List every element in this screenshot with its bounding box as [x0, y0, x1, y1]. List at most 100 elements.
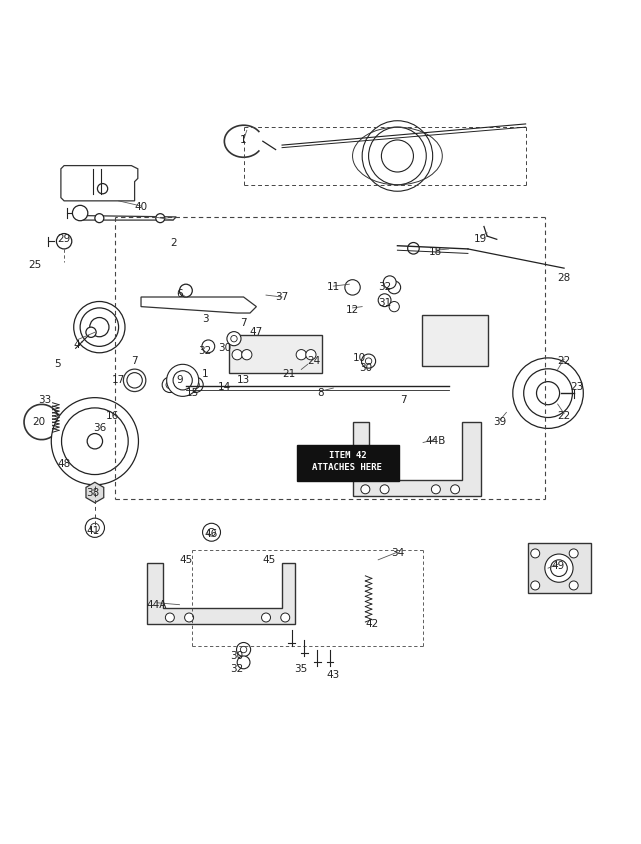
Text: 7: 7: [401, 394, 407, 404]
Circle shape: [166, 381, 174, 389]
Circle shape: [232, 349, 242, 360]
FancyBboxPatch shape: [229, 335, 322, 373]
Text: 10: 10: [353, 353, 365, 363]
Text: 44A: 44A: [147, 600, 167, 609]
Text: 8: 8: [317, 388, 324, 398]
Circle shape: [362, 121, 433, 192]
FancyBboxPatch shape: [297, 445, 399, 481]
Text: 22: 22: [558, 356, 570, 366]
Polygon shape: [147, 563, 295, 624]
Text: 1: 1: [240, 135, 247, 145]
Circle shape: [173, 371, 192, 390]
Text: 29: 29: [58, 235, 71, 244]
Text: 18: 18: [429, 247, 442, 257]
Circle shape: [545, 554, 573, 582]
Circle shape: [74, 301, 125, 353]
Text: 32: 32: [231, 663, 244, 674]
Text: ITEM 42
ATTACHES HERE: ITEM 42 ATTACHES HERE: [312, 452, 383, 472]
Text: 47: 47: [250, 327, 263, 338]
Circle shape: [362, 354, 376, 368]
Circle shape: [156, 214, 165, 223]
Circle shape: [179, 381, 187, 389]
Circle shape: [345, 279, 360, 295]
Circle shape: [262, 613, 271, 622]
Circle shape: [90, 523, 99, 533]
Text: 32: 32: [199, 347, 212, 356]
Circle shape: [90, 317, 109, 337]
Circle shape: [380, 484, 389, 494]
Text: 33: 33: [38, 394, 51, 404]
Circle shape: [72, 205, 88, 221]
Text: 30: 30: [231, 651, 244, 661]
Circle shape: [85, 518, 104, 538]
Text: 7: 7: [240, 317, 247, 327]
Circle shape: [306, 349, 316, 360]
Text: 44B: 44B: [426, 436, 446, 446]
Text: 13: 13: [237, 376, 250, 386]
Circle shape: [569, 581, 578, 590]
Text: 3: 3: [202, 315, 208, 324]
FancyBboxPatch shape: [528, 543, 591, 593]
Circle shape: [537, 381, 560, 404]
Circle shape: [361, 484, 370, 494]
Text: 22: 22: [558, 410, 570, 420]
Circle shape: [524, 369, 572, 418]
Circle shape: [531, 581, 540, 590]
Circle shape: [62, 408, 128, 474]
Circle shape: [87, 434, 103, 449]
Text: 30: 30: [359, 363, 372, 372]
Text: 2: 2: [170, 237, 176, 247]
Text: 14: 14: [218, 381, 231, 392]
Circle shape: [188, 377, 203, 392]
Text: 46: 46: [205, 529, 218, 539]
Text: 45: 45: [263, 555, 276, 565]
Circle shape: [185, 613, 194, 622]
Text: 34: 34: [391, 549, 404, 559]
Text: 49: 49: [551, 561, 564, 571]
FancyBboxPatch shape: [422, 315, 488, 365]
Circle shape: [513, 358, 583, 429]
Circle shape: [389, 301, 399, 311]
Circle shape: [56, 234, 72, 249]
Circle shape: [365, 358, 372, 365]
Text: 23: 23: [570, 381, 583, 392]
Text: 45: 45: [179, 555, 192, 565]
Circle shape: [237, 656, 250, 668]
Circle shape: [240, 647, 247, 652]
Text: 20: 20: [32, 417, 45, 427]
Text: 39: 39: [494, 417, 506, 427]
Circle shape: [242, 349, 252, 360]
Text: 40: 40: [135, 203, 147, 212]
Text: 41: 41: [87, 526, 99, 536]
Text: 1: 1: [202, 369, 208, 379]
Text: 12: 12: [346, 305, 359, 315]
Circle shape: [531, 549, 540, 558]
Circle shape: [97, 183, 108, 194]
Circle shape: [95, 214, 104, 223]
Text: 48: 48: [58, 458, 71, 468]
Circle shape: [569, 549, 578, 558]
Circle shape: [167, 365, 199, 397]
Text: 19: 19: [474, 235, 487, 244]
Circle shape: [203, 523, 221, 541]
Text: 32: 32: [378, 283, 391, 292]
Text: 5: 5: [54, 360, 61, 370]
Circle shape: [86, 327, 96, 338]
Circle shape: [431, 484, 440, 494]
Circle shape: [381, 140, 413, 172]
Circle shape: [192, 381, 199, 389]
Circle shape: [80, 308, 119, 346]
Circle shape: [227, 332, 241, 346]
Circle shape: [383, 276, 396, 289]
Circle shape: [408, 242, 419, 254]
Circle shape: [51, 398, 138, 484]
Polygon shape: [353, 422, 481, 495]
Text: 30: 30: [218, 344, 231, 354]
Circle shape: [369, 127, 426, 185]
Circle shape: [231, 335, 237, 342]
Text: 37: 37: [276, 292, 288, 302]
Text: 16: 16: [106, 410, 119, 420]
Text: 25: 25: [29, 260, 42, 270]
Text: 38: 38: [87, 488, 99, 497]
Text: 4: 4: [74, 340, 80, 350]
